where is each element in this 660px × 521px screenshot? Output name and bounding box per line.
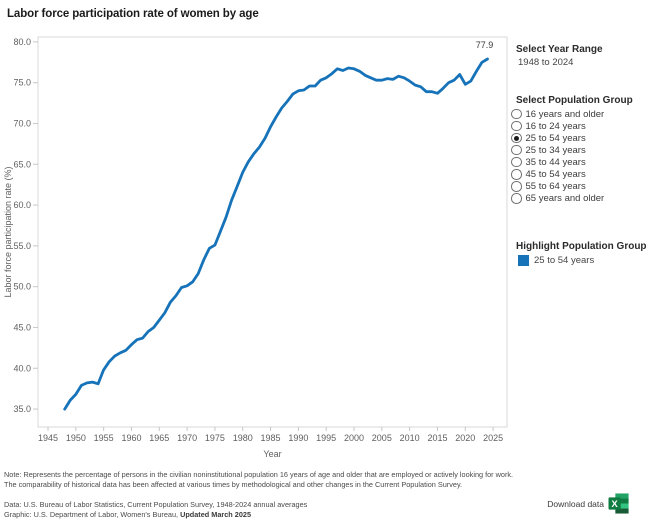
y-tick-label: 40.0	[13, 363, 31, 373]
y-tick-label: 65.0	[13, 159, 31, 169]
y-axis-title: Labor force participation rate (%)	[3, 166, 13, 297]
x-tick-label: 2015	[427, 433, 447, 443]
highlight-legend-item[interactable]: 25 to 54 years	[518, 255, 594, 266]
y-tick-label: 45.0	[13, 322, 31, 332]
radio-icon[interactable]	[511, 108, 522, 120]
radio-option-label: 35 to 44 years	[525, 156, 586, 168]
updated-date: Updated March 2025	[180, 510, 252, 519]
highlight-group-header: Highlight Population Group	[516, 241, 647, 252]
radio-icon[interactable]	[511, 193, 522, 204]
radio-option[interactable]: 16 years and older	[511, 108, 657, 120]
line-chart: 35.0 40.0 45.0 50.0 55.0 60.0 65.0 70.0 75.0 80.0…	[3, 36, 508, 459]
x-tick-label: 2000	[344, 433, 364, 443]
radio-option[interactable]: 16 to 24 years	[511, 120, 657, 132]
radio-icon[interactable]	[511, 120, 522, 132]
radio-option[interactable]: 45 to 54 years	[511, 168, 657, 180]
download-data-label: Download data	[547, 498, 604, 509]
radio-icon[interactable]	[511, 132, 522, 144]
radio-option-label: 25 to 54 years	[525, 132, 586, 144]
x-tick-label: 1970	[177, 433, 197, 443]
radio-icon[interactable]	[511, 156, 522, 168]
radio-option[interactable]: 55 to 64 years	[511, 180, 657, 192]
lfpr-line	[63, 57, 489, 411]
excel-icon[interactable]: X	[608, 493, 630, 514]
population-group-radiolist: 16 years and older 16 to 24 years 25 to 54…	[511, 108, 657, 204]
radio-option[interactable]: 35 to 44 years	[511, 156, 657, 168]
y-tick-label: 75.0	[13, 78, 31, 88]
legend-swatch	[518, 255, 529, 266]
y-tick-label: 60.0	[13, 200, 31, 210]
radio-icon[interactable]	[511, 169, 522, 180]
footnote: Note: Represents the percentage of perso…	[4, 470, 514, 489]
x-axis-title: Year	[263, 449, 281, 459]
y-tick-label: 50.0	[13, 282, 31, 292]
x-tick-label: 2025	[483, 433, 503, 443]
download-data-button[interactable]: Download data X	[500, 493, 630, 514]
graphic-credit-text: Graphic: U.S. Department of Labor, Women…	[4, 510, 181, 519]
radio-option-label: 65 years and older	[525, 192, 605, 204]
x-tick-label: 1960	[121, 433, 141, 443]
svg-text:X: X	[611, 499, 618, 510]
x-tick-label: 1980	[233, 433, 253, 443]
radio-option[interactable]: 65 years and older	[511, 192, 657, 204]
year-range-header: Select Year Range	[516, 44, 603, 55]
x-tick-label: 2005	[372, 433, 392, 443]
radio-option-label: 16 years and older	[525, 108, 605, 120]
data-source-line: Data: U.S. Bureau of Labor Statistics, C…	[4, 500, 308, 509]
radio-option-label: 55 to 64 years	[525, 180, 586, 192]
plot-area-border	[37, 36, 508, 428]
x-tick-label: 1975	[205, 433, 225, 443]
x-tick-label: 2010	[400, 433, 420, 443]
graphic-credit-line: Graphic: U.S. Department of Labor, Women…	[4, 510, 523, 520]
radio-icon[interactable]	[511, 144, 522, 156]
y-tick-label: 80.0	[13, 37, 31, 47]
x-tick-label: 1965	[149, 433, 169, 443]
x-tick-label: 1985	[261, 433, 281, 443]
radio-option-label: 45 to 54 years	[525, 168, 586, 180]
population-group-header: Select Population Group	[516, 95, 633, 106]
year-range-value[interactable]: 1948 to 2024	[518, 57, 574, 68]
radio-option[interactable]: 25 to 54 years	[511, 132, 657, 144]
radio-option-label: 25 to 34 years	[525, 144, 586, 156]
radio-icon[interactable]	[511, 181, 522, 192]
radio-option[interactable]: 25 to 34 years	[511, 144, 657, 156]
y-tick-label: 70.0	[13, 118, 31, 128]
page-title: Labor force participation rate of women …	[7, 8, 259, 20]
x-tick-label: 1945	[38, 433, 58, 443]
x-tick-label: 1990	[288, 433, 308, 443]
x-tick-label: 1955	[94, 433, 114, 443]
x-tick-label: 2020	[455, 433, 475, 443]
y-tick-label: 55.0	[13, 241, 31, 251]
y-tick-label: 35.0	[13, 404, 31, 414]
x-tick-label: 1995	[316, 433, 336, 443]
legend-label: 25 to 54 years	[534, 255, 595, 266]
end-value-annotation: 77.9	[476, 40, 494, 50]
radio-selected-dot	[513, 135, 519, 141]
x-tick-label: 1950	[66, 433, 86, 443]
radio-option-label: 16 to 24 years	[525, 120, 586, 132]
